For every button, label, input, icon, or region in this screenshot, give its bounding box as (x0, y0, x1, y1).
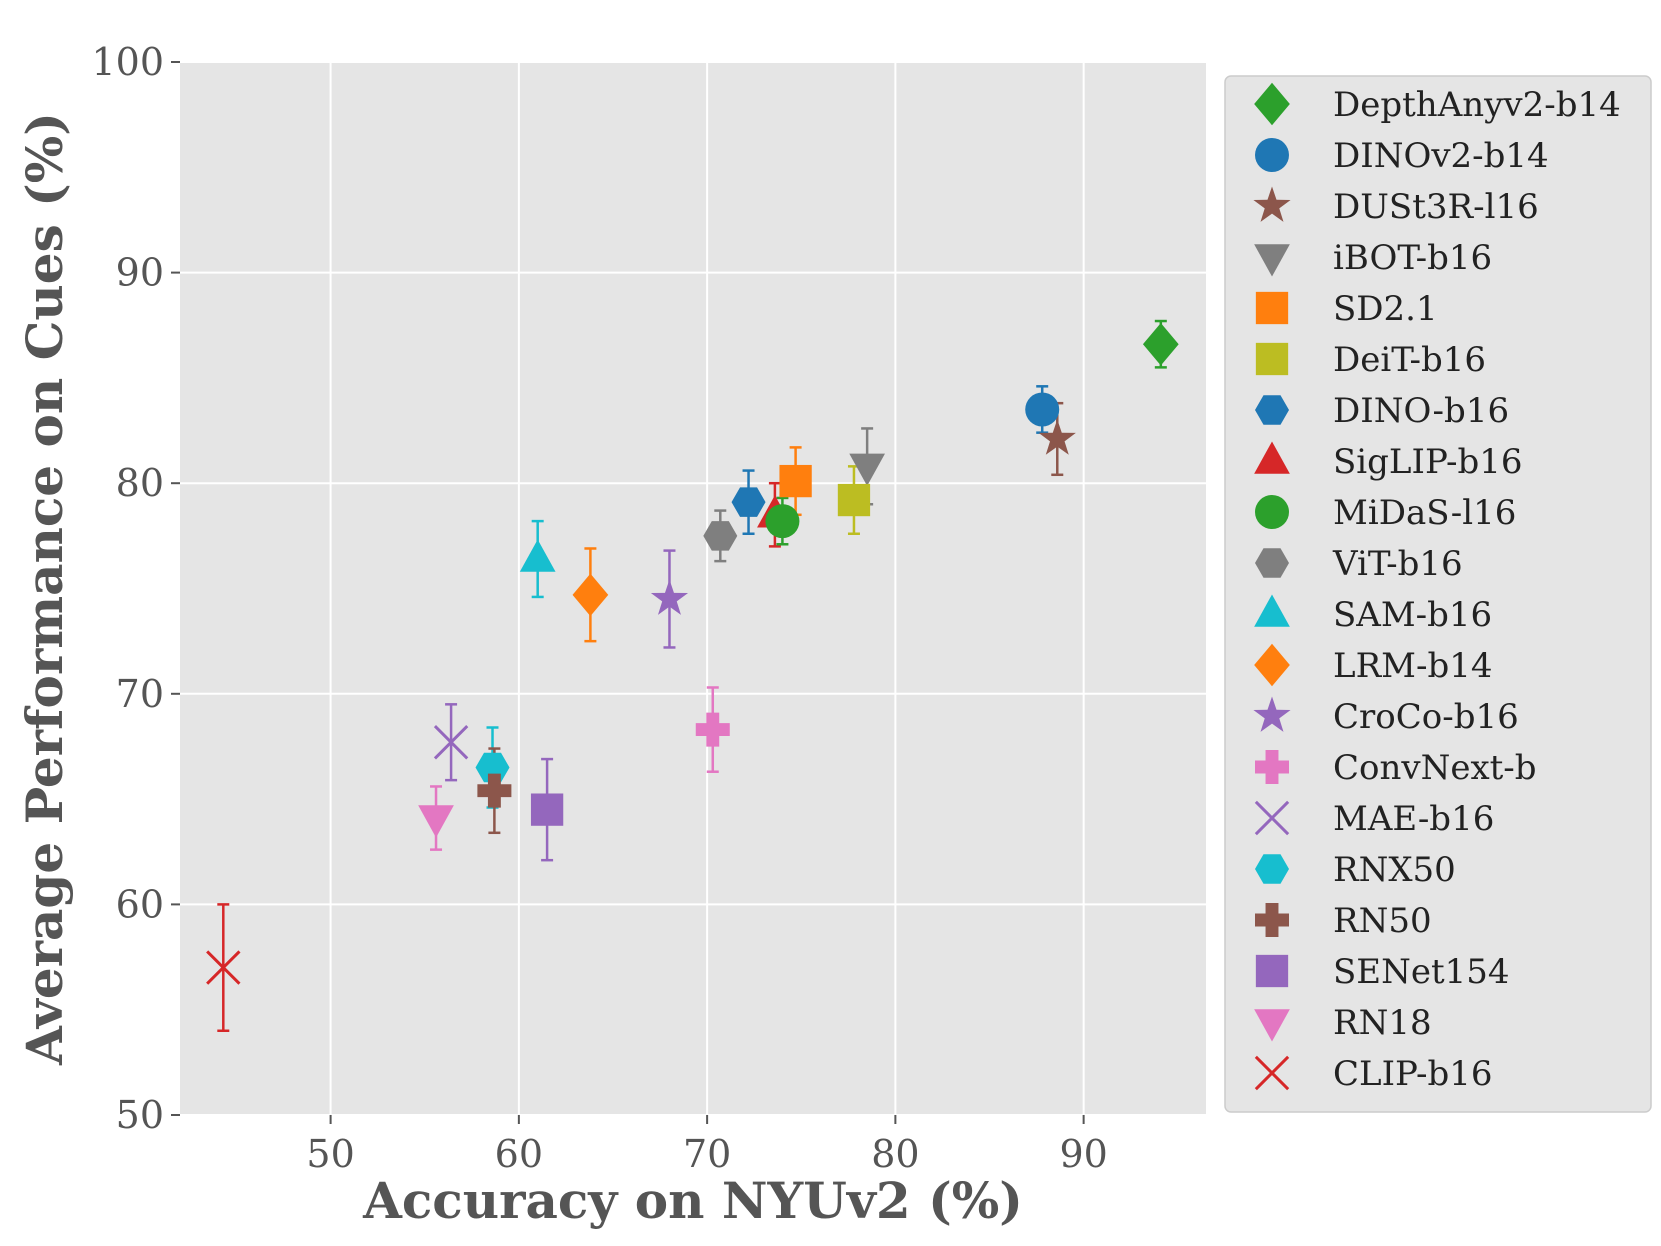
scatter-chart: 50 60 70 80 90 50 60 70 80 90 100 Accuracy on NYUv… (0, 0, 1661, 1246)
y-tick-label: 100 (91, 40, 164, 84)
legend-label: RN50 (1333, 901, 1432, 941)
legend-label: SD2.1 (1333, 289, 1438, 329)
legend-label: SigLIP-b16 (1333, 442, 1522, 482)
y-tick-label: 70 (116, 672, 164, 716)
legend-label: iBOT-b16 (1333, 238, 1492, 278)
legend-marker (1255, 138, 1289, 172)
y-tick-label: 60 (116, 882, 164, 926)
data-point (765, 504, 799, 538)
data-point (838, 484, 870, 516)
x-tick-label: 80 (871, 1132, 919, 1176)
legend: DepthAnyv2-b14 DINOv2-b14 DUSt3R-l16 iBOT-b… (1225, 76, 1651, 1112)
legend-label: DINO-b16 (1333, 391, 1509, 431)
legend-label: RNX50 (1333, 850, 1456, 890)
legend-label: DeiT-b16 (1333, 340, 1486, 380)
legend-label: DepthAnyv2-b14 (1333, 85, 1621, 125)
data-point (779, 465, 811, 497)
legend-label: RN18 (1333, 1003, 1432, 1043)
x-tick-label: 70 (683, 1132, 731, 1176)
x-tick-label: 60 (495, 1132, 543, 1176)
legend-item: SD2.1 (1256, 289, 1438, 329)
legend-label: DUSt3R-l16 (1333, 187, 1539, 227)
legend-label: DINOv2-b14 (1333, 136, 1549, 176)
legend-marker (1255, 495, 1289, 529)
legend-label: ConvNext-b (1333, 748, 1537, 788)
data-point (1025, 392, 1059, 426)
data-point (531, 793, 563, 825)
x-tick-label: 50 (306, 1132, 354, 1176)
legend-label: CLIP-b16 (1333, 1054, 1493, 1094)
legend-marker (1256, 343, 1288, 375)
y-tick-label: 90 (116, 251, 164, 295)
plot-area (180, 62, 1206, 1115)
legend-marker (1256, 955, 1288, 987)
legend-label: MAE-b16 (1333, 799, 1494, 839)
x-axis-title: Accuracy on NYUv2 (%) (362, 1171, 1023, 1230)
legend-label: ViT-b16 (1332, 544, 1463, 584)
legend-label: SENet154 (1333, 952, 1510, 992)
y-tick-label: 80 (116, 461, 164, 505)
legend-label: MiDaS-l16 (1333, 493, 1516, 533)
x-tick-label: 90 (1059, 1132, 1107, 1176)
y-tick-label: 50 (116, 1093, 164, 1137)
legend-label: SAM-b16 (1333, 595, 1492, 635)
legend-label: LRM-b14 (1333, 646, 1493, 686)
legend-label: CroCo-b16 (1333, 697, 1519, 737)
y-axis-title: Average Performance on Cues (%) (15, 112, 74, 1066)
legend-marker (1256, 292, 1288, 324)
